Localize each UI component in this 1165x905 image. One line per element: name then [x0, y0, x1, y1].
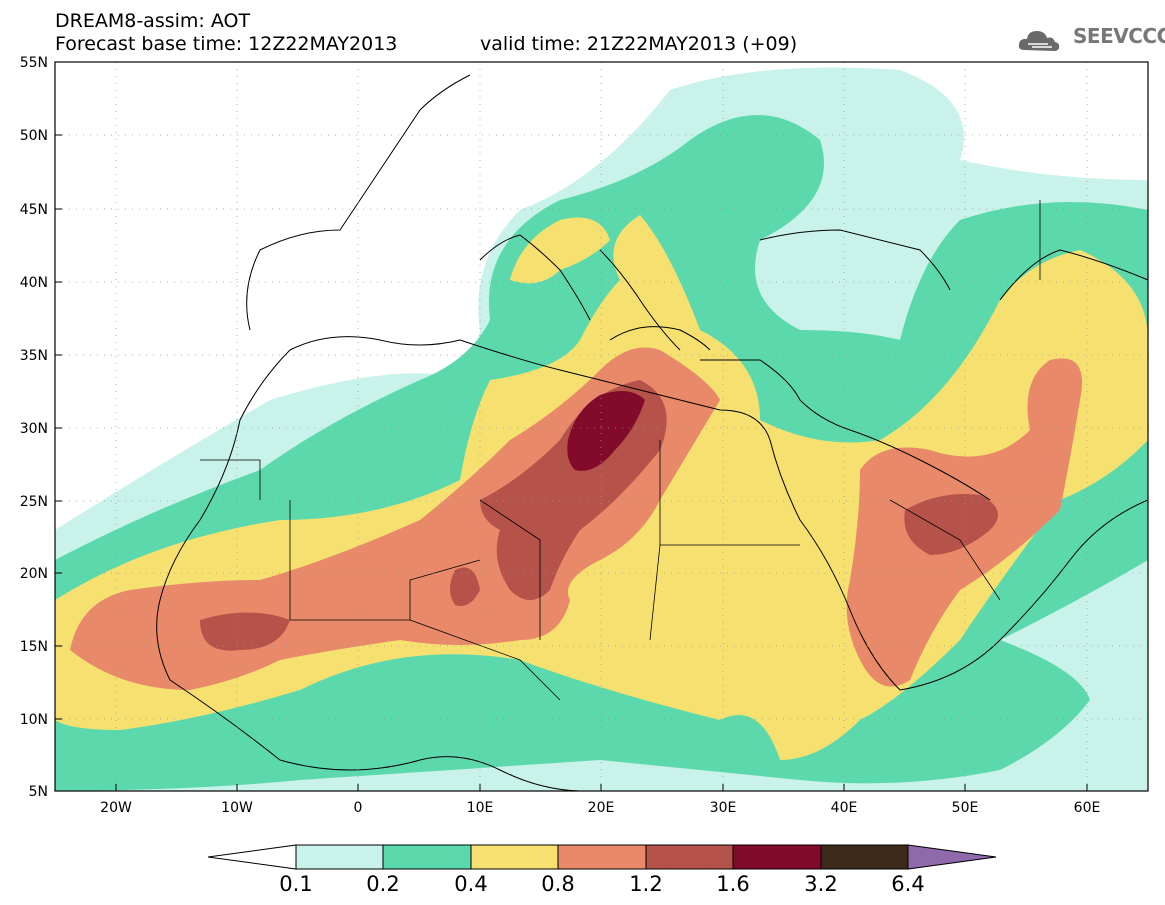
colorbar-bin-0.1 [295, 844, 384, 870]
colorbar-label-0.8: 0.8 [541, 872, 575, 896]
coastlines [156, 74, 1148, 791]
colorbar-bin-3.2 [820, 844, 909, 870]
lon-label-20e: 20E [587, 800, 615, 816]
map-title: DREAM8-assim: AOT [55, 10, 251, 32]
colorbar-over-arrow [907, 844, 997, 870]
colorbar-bin-0.2 [382, 844, 472, 870]
logo-text: SEEVCCC [1073, 24, 1165, 48]
colorbar-label-1.6: 1.6 [716, 872, 750, 896]
colorbar-bin-1.2 [645, 844, 734, 870]
lat-label-25n: 25N [19, 494, 48, 510]
axis-ticks [55, 134, 1088, 791]
colorbar-label-3.2: 3.2 [804, 872, 838, 896]
colorbar-label-0.4: 0.4 [454, 872, 488, 896]
lon-label-40e: 40E [830, 800, 858, 816]
lon-label-60e: 60E [1073, 800, 1101, 816]
graticule [55, 62, 1148, 791]
lon-label-30e: 30E [709, 800, 737, 816]
forecast-base-time: Forecast base time: 12Z22MAY2013 [55, 33, 398, 55]
lat-label-45n: 45N [19, 202, 48, 218]
lat-label-55n: 55N [19, 55, 48, 71]
colorbar-label-1.2: 1.2 [629, 872, 663, 896]
lat-label-15n: 15N [19, 639, 48, 655]
lat-label-5n: 5N [28, 784, 48, 800]
colorbar-label-0.1: 0.1 [279, 872, 313, 896]
lon-label-50e: 50E [951, 800, 979, 816]
lon-label-0: 0 [353, 800, 363, 816]
lat-label-30n: 30N [19, 421, 48, 437]
colorbar-label-0.2: 0.2 [366, 872, 400, 896]
colorbar-bin-0.4 [470, 844, 559, 870]
colorbar [207, 844, 997, 870]
lat-label-10n: 10N [19, 712, 48, 728]
lon-label-10w: 10W [221, 800, 253, 816]
lat-label-35n: 35N [19, 348, 48, 364]
lon-label-10e: 10E [466, 800, 494, 816]
lat-label-40n: 40N [19, 275, 48, 291]
lat-label-20n: 20N [19, 566, 48, 582]
valid-time: valid time: 21Z22MAY2013 (+09) [480, 33, 798, 55]
colorbar-label-6.4: 6.4 [891, 872, 925, 896]
cloud-logo-icon [1018, 31, 1060, 51]
colorbar-bin-1.6 [732, 844, 822, 870]
aot-band-1.6 [567, 391, 645, 471]
lat-label-50n: 50N [19, 128, 48, 144]
lon-label-20w: 20W [100, 800, 132, 816]
colorbar-under-arrow [207, 844, 297, 870]
colorbar-bin-0.8 [557, 844, 647, 870]
